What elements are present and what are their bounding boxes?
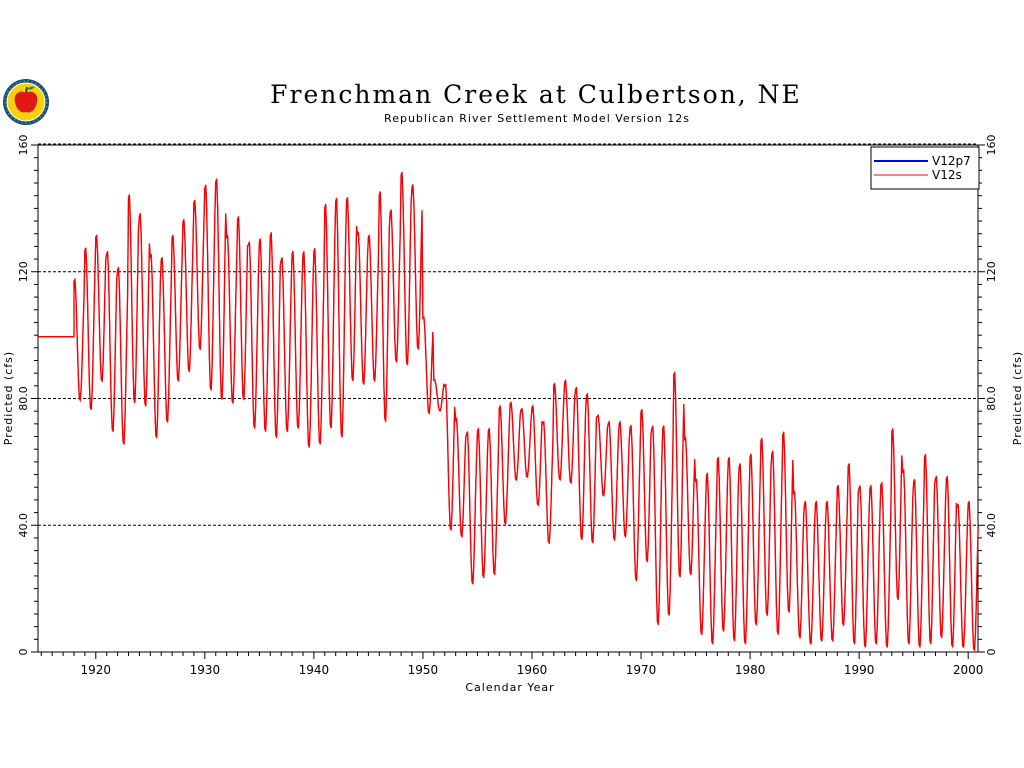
x-tick-label: 1960 bbox=[517, 663, 548, 677]
x-tick-label: 1990 bbox=[844, 663, 875, 677]
y-tick-label-right: 40.0 bbox=[985, 513, 998, 538]
y-tick-label-right: 120 bbox=[985, 261, 998, 282]
legend-label-v12p7: V12p7 bbox=[932, 154, 971, 168]
x-tick-label: 1980 bbox=[735, 663, 766, 677]
y-tick-label-left: 40.0 bbox=[17, 513, 30, 538]
y-tick-label-right: 0 bbox=[985, 649, 998, 656]
x-tick-label: 2000 bbox=[953, 663, 984, 677]
grid-lines bbox=[38, 143, 978, 526]
y-tick-label-left: 120 bbox=[17, 261, 30, 282]
y-tick-label-right: 160 bbox=[985, 135, 998, 156]
legend-box bbox=[870, 146, 980, 190]
y-tick-label-left: 80.0 bbox=[17, 386, 30, 411]
x-axis-label: Calendar Year bbox=[465, 681, 554, 694]
axes: 1920 1930 1940 1950 1960 1970 1980 1990 2000040.… bbox=[17, 135, 998, 678]
x-tick-label: 1920 bbox=[81, 663, 112, 677]
y-tick-label-left: 160 bbox=[17, 135, 30, 156]
x-tick-label: 1950 bbox=[408, 663, 439, 677]
x-tick-label: 1930 bbox=[190, 663, 221, 677]
series-line-v12p7 bbox=[38, 172, 979, 651]
legend: V12p7 V12s bbox=[870, 146, 980, 190]
legend-label-v12s: V12s bbox=[932, 168, 962, 182]
chart-title: Frenchman Creek at Culbertson, NE bbox=[270, 80, 802, 109]
y-axis-label-left: Predicted (cfs) bbox=[2, 351, 15, 445]
series-layer bbox=[38, 171, 979, 651]
series-line-v12s bbox=[38, 171, 979, 651]
x-tick-label: 1970 bbox=[626, 663, 657, 677]
y-axis-label-right: Predicted (cfs) bbox=[1011, 351, 1024, 445]
x-tick-label: 1940 bbox=[299, 663, 330, 677]
y-tick-label-right: 80.0 bbox=[985, 386, 998, 411]
y-tick-label-left: 0 bbox=[17, 649, 30, 656]
chart-subtitle: Republican River Settlement Model Versio… bbox=[384, 112, 690, 125]
apple-seal-logo bbox=[3, 79, 49, 125]
